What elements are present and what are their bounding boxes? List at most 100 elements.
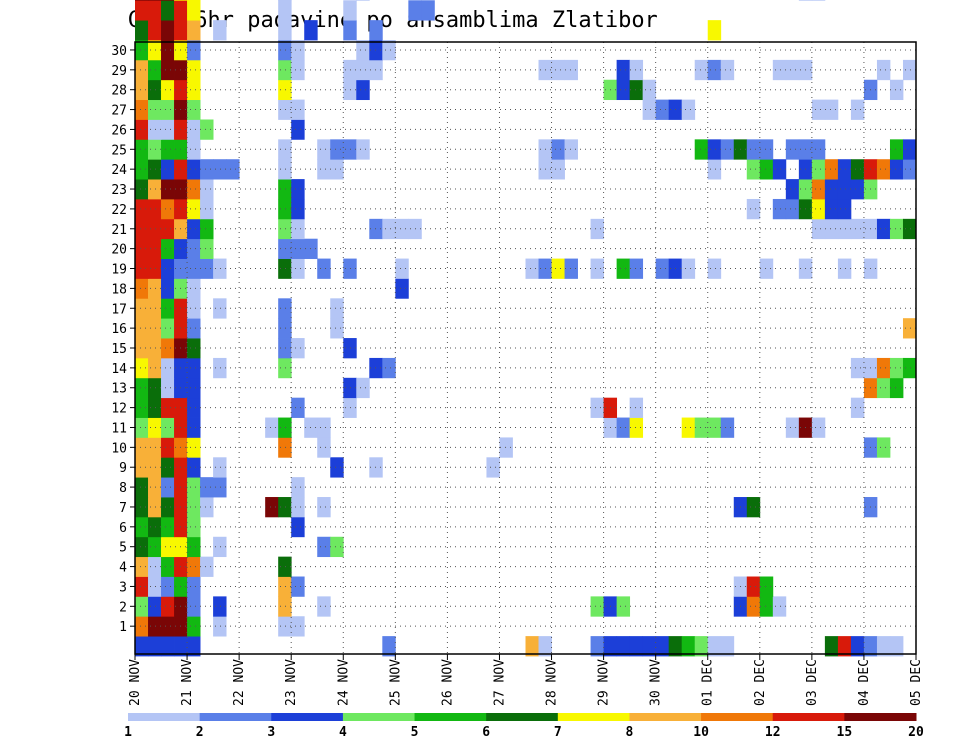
y-tick-label: 9 — [119, 461, 127, 476]
heatmap-cell — [902, 159, 917, 180]
heatmap-cell — [343, 79, 357, 101]
heatmap-cell — [369, 40, 383, 61]
heatmap-cell — [148, 576, 162, 597]
heatmap-cell — [148, 40, 162, 61]
heatmap-cell — [148, 159, 162, 180]
heatmap-cell — [148, 536, 162, 558]
heatmap-cell — [889, 357, 904, 379]
x-tick-label: 04 DEC — [857, 659, 872, 706]
heatmap-cell — [369, 457, 383, 478]
heatmap-cell — [148, 139, 162, 160]
heatmap-cell — [772, 596, 787, 617]
heatmap-cell — [772, 159, 787, 180]
heatmap-cell — [694, 636, 709, 657]
y-tick-label: 1 — [119, 620, 127, 635]
heatmap-cell — [278, 0, 292, 1]
heatmap-cell — [161, 258, 175, 279]
heatmap-cell — [135, 318, 149, 339]
heatmap-cell — [187, 536, 201, 558]
heatmap-cell — [694, 59, 709, 81]
heatmap-cell — [356, 0, 370, 1]
heatmap-cell — [161, 596, 175, 617]
heatmap-cell — [278, 318, 292, 339]
heatmap-cell — [213, 457, 227, 478]
heatmap-cell — [382, 218, 396, 240]
heatmap-cell — [356, 377, 370, 399]
heatmap-cell — [746, 576, 761, 597]
heatmap-cell — [161, 377, 175, 399]
heatmap-cell — [291, 179, 305, 200]
heatmap-cell — [291, 198, 305, 220]
heatmap-cell — [785, 198, 800, 220]
heatmap-cell — [213, 616, 227, 637]
heatmap-cell — [876, 357, 891, 379]
heatmap-cell — [135, 20, 149, 41]
y-tick-label: 14 — [111, 362, 127, 377]
legend-threshold-label: 15 — [837, 725, 853, 740]
heatmap-cell — [278, 357, 292, 379]
heatmap-cell — [343, 258, 357, 279]
x-axis-dates: 20 NOV 21 NOV 22 NOV 23 NOV 24 NOV 25 NOV 26 N… — [128, 654, 924, 706]
heatmap-cell — [707, 59, 722, 81]
heatmap-cell — [824, 218, 839, 240]
heatmap-cell — [148, 0, 162, 21]
x-tick-label: 30 NOV — [649, 659, 664, 706]
y-tick-label: 7 — [119, 501, 127, 516]
heatmap-cell — [135, 457, 149, 478]
heatmap-cell — [278, 258, 292, 279]
heatmap-cell — [785, 179, 800, 200]
heatmap-cell — [148, 357, 162, 379]
heatmap-cell — [837, 159, 852, 180]
heatmap-cell — [850, 397, 865, 418]
heatmap-cell — [317, 417, 331, 438]
heatmap-cell — [213, 159, 227, 180]
heatmap-cell — [187, 238, 201, 259]
y-tick-label: 11 — [111, 421, 127, 436]
heatmap-cell — [291, 218, 305, 240]
y-tick-label: 3 — [119, 580, 127, 595]
heatmap-cell — [135, 298, 149, 319]
y-tick-label: 15 — [111, 342, 127, 357]
heatmap-cell — [278, 59, 292, 81]
legend-swatch — [486, 713, 559, 721]
heatmap-cell — [161, 497, 175, 518]
heatmap-cell — [135, 516, 149, 538]
y-tick-label: 13 — [111, 382, 127, 397]
heatmap-cell — [278, 417, 292, 438]
heatmap-cell — [135, 417, 149, 438]
heatmap-cell — [538, 636, 552, 657]
y-axis-members: 1234567891011121314151617181920212223242… — [111, 44, 135, 635]
heatmap-cell — [174, 0, 188, 1]
heatmap-cell — [161, 616, 175, 637]
heatmap-cell — [720, 636, 735, 657]
heatmap-cell — [824, 179, 839, 200]
heatmap-cell — [694, 139, 709, 160]
heatmap-cell — [564, 139, 578, 160]
heatmap-cell — [837, 198, 852, 220]
heatmap-cell — [187, 99, 201, 120]
heatmap-cell — [187, 636, 201, 657]
heatmap-cell — [200, 477, 214, 498]
heatmap-cell — [616, 417, 631, 438]
y-tick-label: 6 — [119, 521, 127, 536]
y-tick-label: 12 — [111, 402, 127, 417]
heatmap-cell — [161, 20, 175, 41]
heatmap-cell — [330, 139, 344, 160]
heatmap-cell — [291, 99, 305, 120]
heatmap-cell — [148, 457, 162, 478]
heatmap-cell — [551, 59, 565, 81]
heatmap-cell — [161, 139, 175, 160]
y-tick-label: 10 — [111, 441, 127, 456]
legend-swatch — [844, 713, 917, 721]
heatmap-cell — [135, 556, 149, 577]
heatmap-cell — [720, 139, 735, 160]
heatmap-cell — [135, 397, 149, 418]
heatmap-cell — [291, 497, 305, 518]
legend-swatch — [414, 713, 487, 721]
heatmap-cell — [278, 198, 292, 220]
heatmap-cell — [135, 477, 149, 498]
heatmap-cell — [382, 357, 396, 379]
heatmap-cell — [590, 218, 604, 240]
heatmap-cell — [187, 278, 201, 299]
